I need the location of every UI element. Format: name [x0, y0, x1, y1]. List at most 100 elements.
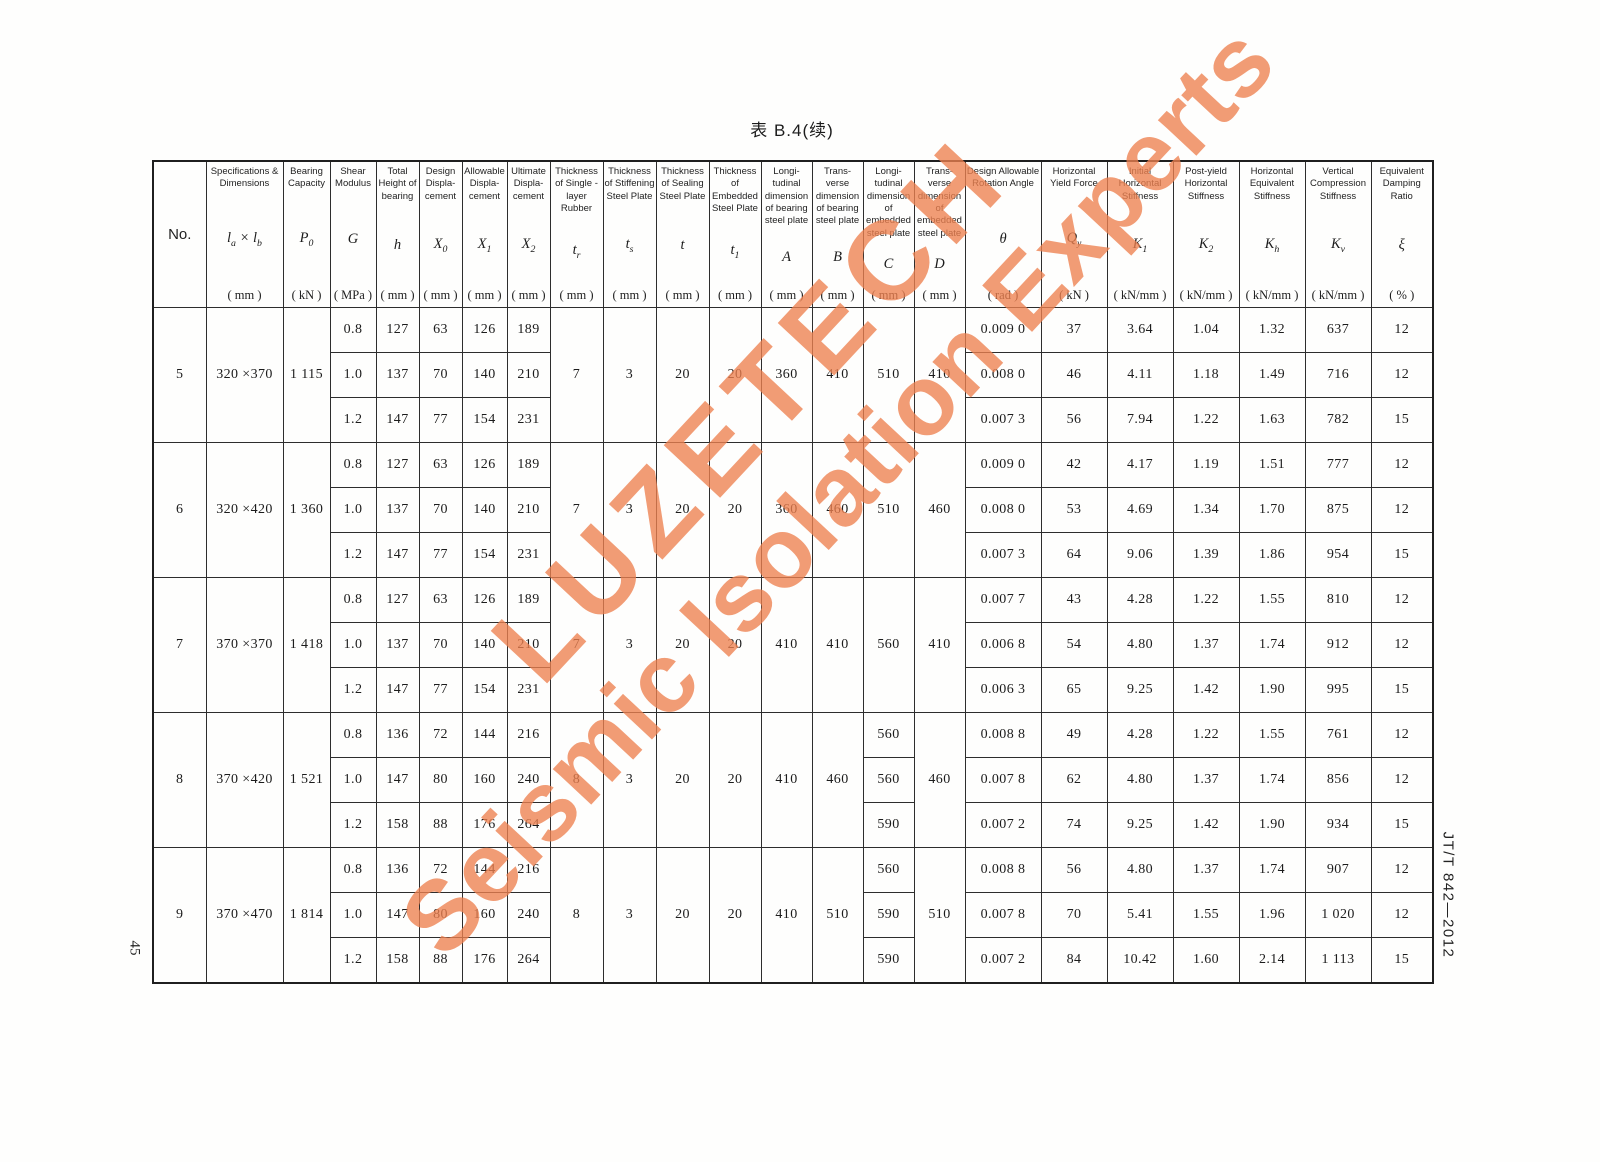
cell-x0: 80 — [418, 757, 463, 803]
cell-t: 20 — [655, 307, 710, 443]
cell-h: 147 — [375, 532, 420, 578]
cell-p0: 1 115 — [282, 307, 331, 443]
column-symbol: P0 — [299, 229, 314, 249]
cell-c: 510 — [862, 307, 915, 443]
cell-k1: 4.17 — [1106, 442, 1174, 488]
table-row: 1.2 147 77 154 231 0.007 3 64 9.06 1.39 1.86 954 15 — [153, 532, 1434, 578]
cell-x0: 63 — [418, 307, 463, 353]
column-unit: ( kN/mm ) — [1113, 287, 1167, 302]
cell-t1: 20 — [708, 847, 762, 983]
cell-qy: 56 — [1040, 847, 1108, 893]
table-row: 1.2 147 77 154 231 0.006 3 65 9.25 1.42 1.90 995 15 — [153, 667, 1434, 713]
column-symbol: t — [680, 237, 685, 254]
cell-c: 560 — [862, 712, 915, 758]
cell-x1: 144 — [461, 712, 508, 758]
cell-kv: 856 — [1304, 757, 1372, 803]
table-row: 5 320 ×370 1 115 0.8 127 63 126 189 7 3 20 20 360 410… — [152, 307, 1434, 443]
cell-d: 410 — [913, 307, 966, 443]
cell-t: 20 — [655, 712, 710, 848]
cell-k2: 1.55 — [1172, 892, 1240, 938]
cell-x1: 154 — [461, 397, 508, 443]
cell-x2: 189 — [506, 442, 551, 488]
cell-a: 360 — [760, 307, 813, 443]
column-symbol: h — [393, 237, 402, 254]
column-header: Longi-tudinal dimension of bearing steel… — [760, 160, 813, 308]
cell-x2: 264 — [506, 802, 551, 848]
cell-b: 410 — [811, 577, 864, 713]
cell-d: 460 — [913, 442, 966, 578]
cell-k2: 1.37 — [1172, 622, 1240, 668]
column-symbol: G — [347, 230, 359, 247]
cell-a: 410 — [760, 712, 813, 848]
cell-theta: 0.009 0 — [964, 307, 1042, 353]
cell-k1: 10.42 — [1106, 937, 1174, 983]
column-header: Allowable Displa-cement X1 ( mm ) — [461, 160, 508, 308]
column-unit: ( mm ) — [612, 287, 647, 302]
cell-x2: 240 — [506, 757, 551, 803]
cell-kv: 761 — [1304, 712, 1372, 758]
column-header: Thickness of Sealing Steel Plate t ( mm ) — [655, 160, 710, 308]
cell-qy: 53 — [1040, 487, 1108, 533]
column-header: Vertical Compression Stiffness Kv ( kN/mm … — [1304, 160, 1372, 308]
cell-x2: 231 — [506, 397, 551, 443]
column-name: Thickness of Embedded Steel Plate — [712, 166, 758, 215]
cell-kv: 716 — [1304, 352, 1372, 398]
cell-x0: 77 — [418, 667, 463, 713]
cell-t: 20 — [655, 577, 710, 713]
cell-x1: 176 — [461, 937, 508, 983]
cell-c: 590 — [862, 802, 915, 848]
column-header: Design Allowable Rotation Angle θ ( rad ) — [964, 160, 1042, 308]
cell-h: 147 — [375, 667, 420, 713]
cell-x2: 189 — [506, 577, 551, 623]
column-name: Longi-tudinal dimension of embedded stee… — [866, 166, 911, 239]
column-name: Horizontal Yield Force — [1050, 166, 1098, 190]
column-unit: ( mm ) — [665, 288, 700, 302]
cell-g: 1.0 — [329, 487, 377, 533]
cell-kv: 912 — [1304, 622, 1372, 668]
cell-c: 560 — [862, 847, 915, 893]
column-symbol: tr — [572, 242, 581, 262]
cell-theta: 0.008 8 — [964, 847, 1042, 893]
cell-tr: 8 — [549, 847, 604, 983]
cell-kv: 782 — [1304, 397, 1372, 443]
cell-kv: 637 — [1304, 307, 1372, 353]
cell-k2: 1.42 — [1172, 802, 1240, 848]
column-name: Post-yield Horizontal Stiffness — [1184, 166, 1228, 202]
header-row: No. Specifications & Dimensions la × lb ( m… — [152, 160, 1434, 308]
cell-d: 410 — [913, 577, 966, 713]
cell-h: 137 — [375, 352, 420, 398]
cell-k1: 4.80 — [1106, 622, 1174, 668]
cell-x1: 160 — [461, 892, 508, 938]
cell-qy: 70 — [1040, 892, 1108, 938]
cell-t1: 20 — [708, 307, 762, 443]
column-header: Thickness of Stiffening Steel Plate ts ( m… — [602, 160, 657, 308]
standard-code: JT/T 842—2012 — [1439, 831, 1457, 959]
column-unit: ( mm ) — [467, 287, 502, 302]
cell-kh: 1.55 — [1238, 577, 1306, 623]
cell-x0: 63 — [418, 577, 463, 623]
column-unit: ( mm ) — [227, 287, 262, 302]
column-unit: ( mm ) — [871, 288, 906, 302]
column-symbol: A — [782, 249, 791, 266]
cell-theta: 0.006 3 — [964, 667, 1042, 713]
column-header: Horizontal Yield Force Qy ( kN ) — [1040, 160, 1108, 308]
column-symbol: K1 — [1132, 236, 1148, 255]
cell-xi: 15 — [1370, 937, 1434, 983]
table-row: 1.2 147 77 154 231 0.007 3 56 7.94 1.22 1.63 782 15 — [153, 397, 1434, 443]
column-symbol: B — [833, 249, 842, 266]
column-unit: ( MPa ) — [333, 288, 373, 302]
cell-a: 360 — [760, 442, 813, 578]
cell-kh: 1.90 — [1238, 667, 1306, 713]
cell-x2: 210 — [506, 487, 551, 533]
cell-ts: 3 — [602, 442, 657, 578]
cell-qy: 54 — [1040, 622, 1108, 668]
column-unit: ( % ) — [1389, 288, 1415, 302]
cell-x1: 126 — [461, 442, 508, 488]
cell-h: 158 — [375, 937, 420, 983]
column-symbol: Kh — [1264, 236, 1280, 255]
column-name: Design Displa-cement — [424, 166, 457, 202]
column-header: Thickness of Embedded Steel Plate t1 ( mm … — [708, 160, 762, 308]
cell-x0: 77 — [418, 397, 463, 443]
column-name: Bearing Capacity — [288, 166, 325, 190]
cell-xi: 12 — [1370, 847, 1434, 893]
